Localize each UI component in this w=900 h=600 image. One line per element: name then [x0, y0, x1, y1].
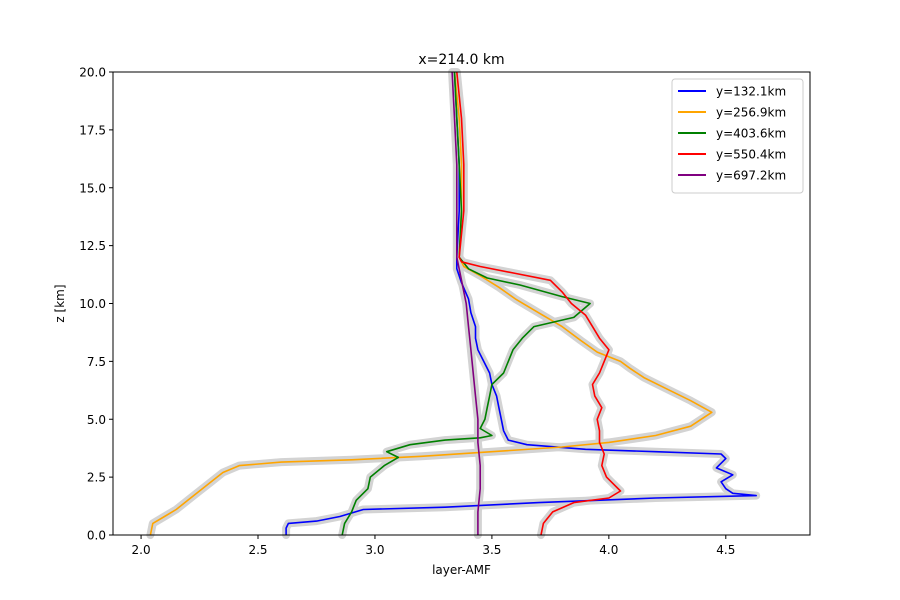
legend-label-0: y=132.1km — [716, 85, 786, 99]
series-lines — [149, 71, 758, 536]
plot-area — [146, 68, 761, 539]
y-tick-label: 5.0 — [87, 413, 106, 427]
y-tick-label: 15.0 — [79, 181, 106, 195]
uncertainty-band-1 — [146, 68, 716, 539]
x-tick-label: 4.0 — [599, 543, 618, 557]
x-tick-label: 2.5 — [248, 543, 267, 557]
legend-label-4: y=697.2km — [716, 169, 786, 183]
y-tick-label: 20.0 — [79, 66, 106, 80]
x-tick-label: 2.0 — [132, 543, 151, 557]
legend-label-2: y=403.6km — [716, 127, 786, 141]
y-axis-label: z [km] — [53, 284, 67, 322]
series-line-0 — [285, 71, 758, 535]
legend: y=132.1km y=256.9km y=403.6km y=550.4km y=69… — [671, 78, 804, 194]
series-line-3 — [456, 71, 622, 536]
series-line-1 — [149, 71, 713, 536]
series-line-4 — [451, 71, 482, 535]
y-axis: 0.0 2.5 5.0 7.5 10.0 12.5 15.0 17.5 20.0 — [79, 66, 113, 543]
x-tick-label: 3.5 — [482, 543, 501, 557]
legend-box — [671, 78, 804, 194]
legend-label-3: y=550.4km — [716, 148, 786, 162]
x-axis: 2.0 2.5 3.0 3.5 4.0 4.5 — [132, 535, 735, 557]
y-tick-label: 2.5 — [87, 471, 106, 485]
x-tick-label: 4.5 — [716, 543, 735, 557]
y-tick-label: 0.0 — [87, 529, 106, 543]
y-tick-label: 7.5 — [87, 355, 106, 369]
y-tick-label: 12.5 — [79, 239, 106, 253]
x-axis-label: layer-AMF — [432, 563, 491, 577]
legend-label-1: y=256.9km — [716, 106, 786, 120]
y-tick-label: 17.5 — [79, 123, 106, 137]
series-line-2 — [341, 71, 591, 536]
y-tick-label: 10.0 — [79, 297, 106, 311]
chart-title: x=214.0 km — [418, 52, 504, 68]
x-tick-label: 3.0 — [365, 543, 384, 557]
